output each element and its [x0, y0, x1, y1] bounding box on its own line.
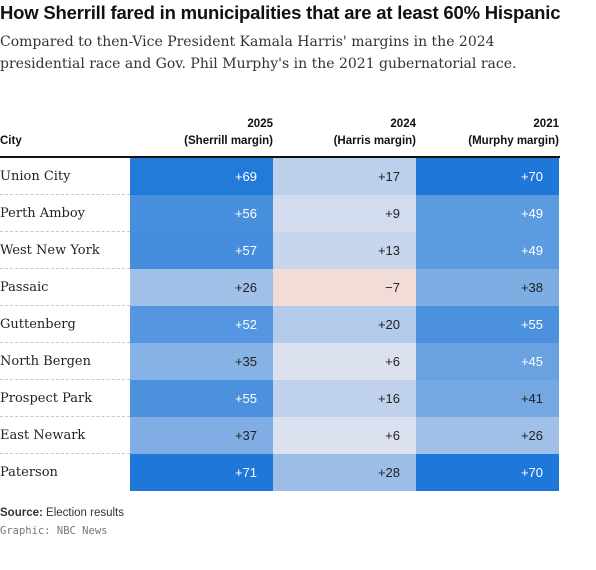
table-row: Perth Amboy +56 +9 +49 [0, 195, 560, 232]
table-body: Union City +69 +17 +70 Perth Amboy +56 +9 +49 We… [0, 158, 560, 491]
murphy-margin-cell: +41 [416, 380, 559, 417]
header-2025: 2025 (Sherrill margin) [130, 112, 273, 156]
harris-margin-cell: +17 [273, 158, 416, 195]
city-name: Paterson [0, 465, 58, 480]
city-name: West New York [0, 232, 130, 269]
murphy-margin-cell: +38 [416, 269, 559, 306]
header-2021-year: 2021 [533, 118, 559, 130]
harris-margin-cell: +13 [273, 232, 416, 269]
header-2024-year: 2024 [390, 118, 416, 130]
city-name: Passaic [0, 269, 130, 306]
sherrill-margin-cell: +55 [130, 380, 273, 417]
source-label: Source: [0, 507, 43, 519]
source-note: Source: Election results [0, 507, 124, 519]
sherrill-margin-cell: +52 [130, 306, 273, 343]
table-header: City 2025 (Sherrill margin) 2024 (Harris… [0, 112, 560, 158]
sherrill-margin-cell: +56 [130, 195, 273, 232]
sherrill-margin-cell: +35 [130, 343, 273, 380]
murphy-margin-cell: +70 [416, 454, 559, 491]
harris-margin-cell: +6 [273, 417, 416, 454]
chart-subtitle: Compared to then-Vice President Kamala H… [0, 34, 517, 72]
city-name: Perth Amboy [0, 195, 130, 232]
sherrill-margin-cell: +26 [130, 269, 273, 306]
table-row: West New York +57 +13 +49 [0, 232, 560, 269]
table-row: Passaic +26 −7 +38 [0, 269, 560, 306]
sherrill-margin-cell: +37 [130, 417, 273, 454]
header-city-label: City [0, 135, 22, 147]
murphy-margin-cell: +49 [416, 195, 559, 232]
results-table: City 2025 (Sherrill margin) 2024 (Harris… [0, 112, 560, 491]
header-2021-label: (Murphy margin) [468, 135, 559, 147]
header-city: City [0, 112, 130, 156]
city-name: Union City [0, 158, 130, 195]
harris-margin-cell: −7 [273, 269, 416, 306]
table-row: Paterson +71 +28 +70 [0, 454, 560, 491]
murphy-margin-cell: +55 [416, 306, 559, 343]
table-row: East Newark +37 +6 +26 [0, 417, 560, 454]
header-2024: 2024 (Harris margin) [273, 112, 416, 156]
murphy-margin-cell: +45 [416, 343, 559, 380]
header-2021: 2021 (Murphy margin) [416, 112, 559, 156]
city-name: North Bergen [0, 343, 130, 380]
harris-margin-cell: +20 [273, 306, 416, 343]
murphy-margin-cell: +49 [416, 232, 559, 269]
murphy-margin-cell: +70 [416, 158, 559, 195]
harris-margin-cell: +16 [273, 380, 416, 417]
city-name: East Newark [0, 417, 130, 454]
city-name: Guttenberg [0, 306, 130, 343]
table-row: North Bergen +35 +6 +45 [0, 343, 560, 380]
header-2025-label: (Sherrill margin) [184, 135, 273, 147]
sherrill-margin-cell: +57 [130, 232, 273, 269]
header-2025-year: 2025 [247, 118, 273, 130]
sherrill-margin-cell: +71 [130, 454, 273, 491]
city-name: Prospect Park [0, 380, 130, 417]
chart-title: How Sherrill fared in municipalities tha… [0, 2, 561, 23]
table-row: Union City +69 +17 +70 [0, 158, 560, 195]
harris-margin-cell: +28 [273, 454, 416, 491]
sherrill-margin-cell: +69 [130, 158, 273, 195]
table-row: Guttenberg +52 +20 +55 [0, 306, 560, 343]
harris-margin-cell: +9 [273, 195, 416, 232]
murphy-margin-cell: +26 [416, 417, 559, 454]
source-text: Election results [42, 507, 125, 519]
graphic-credit: Graphic: NBC News [0, 525, 108, 537]
harris-margin-cell: +6 [273, 343, 416, 380]
table-row: Prospect Park +55 +16 +41 [0, 380, 560, 417]
header-2024-label: (Harris margin) [333, 135, 416, 147]
